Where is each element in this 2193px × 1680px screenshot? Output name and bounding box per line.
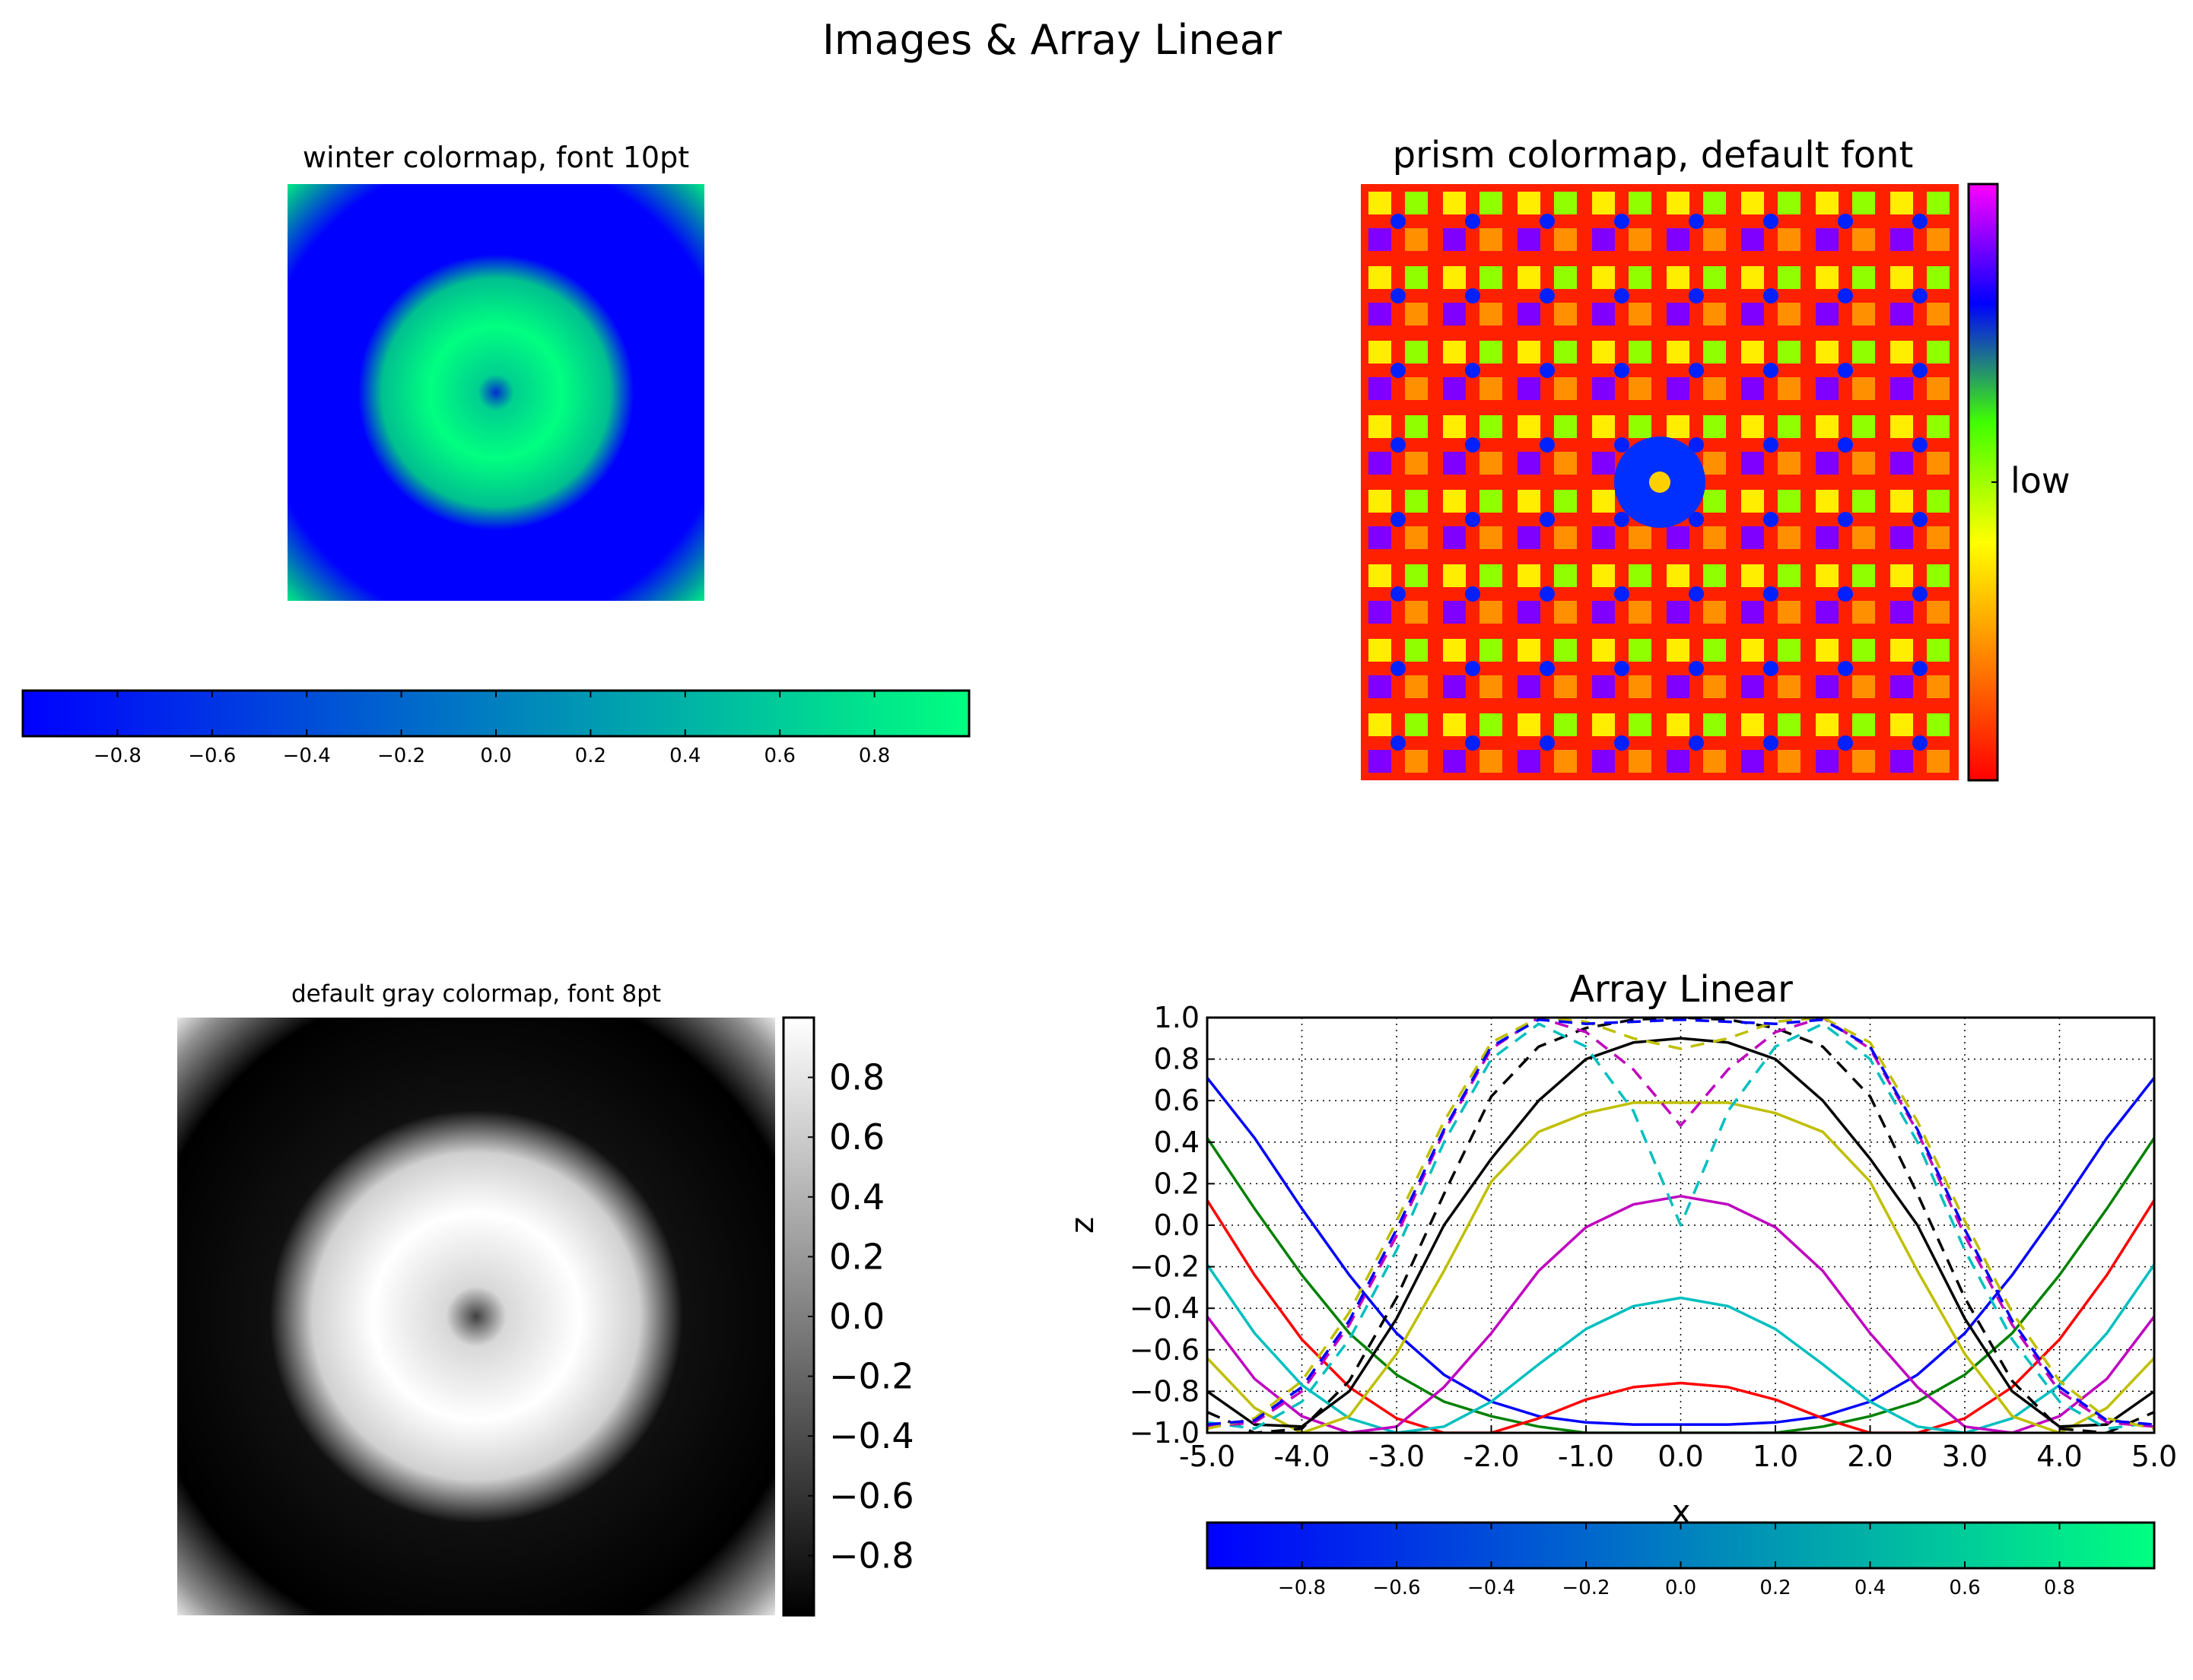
y-tick-label: −0.2 [1130,1250,1200,1284]
array-linear-y-ticks: −1.0 −0.8 −0.6 −0.4 −0.2 0.0 0.2 0.4 0.6 0.8 1.0 [1130,1001,1215,1450]
x-tick-label: -4.0 [1273,1440,1330,1473]
x-tick-label: -5.0 [1179,1440,1235,1473]
y-tick-label: 1.0 [1154,1001,1200,1034]
array-linear-colorbar-tick-label: 0.0 [1665,1577,1696,1599]
gray-colorbar-tick-label: 0.8 [829,1057,885,1098]
x-tick-label: 4.0 [2036,1440,2082,1473]
array-linear-colorbar-tick-label: −0.8 [1278,1577,1326,1599]
winter-colorbar-tick-label: −0.6 [188,745,236,767]
series-line-1 [1207,1077,2154,1426]
array-linear-ylabel: z [1063,1217,1101,1234]
x-tick-label: -3.0 [1368,1440,1425,1473]
array-linear-colorbar-tick-label: 0.8 [2044,1577,2075,1599]
gray-panel: default gray colormap, font 8pt −0.8 −0.6… [177,980,914,1617]
prism-colorbar-tick-label: low [2010,460,2071,501]
y-tick-label: 0.2 [1154,1167,1200,1200]
gray-image [177,1018,775,1615]
series-line-11 [1207,1018,2154,1431]
series-line-10 [1207,1018,2154,1428]
winter-image [288,184,704,601]
figure-title: Images & Array Linear [822,16,1282,64]
series-line-9 [1207,1022,2154,1431]
y-tick-label: −0.6 [1130,1333,1200,1367]
y-tick-label: 0.0 [1154,1208,1200,1242]
gray-title: default gray colormap, font 8pt [291,980,661,1008]
winter-colorbar-ticks: −0.8 −0.6 −0.4 −0.2 0.0 0.2 0.4 0.6 0.8 [94,691,890,767]
array-linear-colorbar-ticks: −0.8 −0.6 −0.4 −0.2 0.0 0.2 0.4 0.6 0.8 [1278,1523,2075,1599]
array-linear-x-ticks: -5.0 -4.0 -3.0 -2.0 -1.0 0.0 1.0 2.0 3.0 4.0 5.0 [1179,1425,2177,1473]
x-tick-label: 1.0 [1753,1440,1798,1473]
array-linear-panel: Array Linear -5.0 -4.0 -3.0 -2.0 -1.0 0.0 1.0 2… [1063,968,2177,1599]
series-line-6 [1207,1101,2154,1433]
winter-colorbar-tick-label: −0.2 [377,745,425,767]
gray-colorbar-tick-label: 0.0 [829,1296,885,1337]
winter-colorbar-tick-label: 0.0 [480,745,511,767]
y-tick-label: −1.0 [1130,1416,1200,1450]
gray-colorbar-tick-label: 0.6 [829,1116,885,1158]
x-tick-label: -2.0 [1463,1440,1519,1473]
x-tick-label: 5.0 [2131,1440,2177,1473]
array-linear-lines [1207,1018,2154,1433]
series-line-7 [1207,1037,2154,1428]
y-tick-label: −0.4 [1130,1291,1200,1325]
gray-colorbar-tick-label: 0.2 [829,1236,885,1277]
winter-colorbar-tick-label: 0.8 [859,745,890,767]
y-tick-label: −0.8 [1130,1374,1200,1408]
array-linear-colorbar-tick-label: −0.2 [1562,1577,1610,1599]
array-linear-colorbar-tick-label: 0.6 [1949,1577,1980,1599]
gray-colorbar-tick-label: −0.6 [829,1475,914,1516]
x-tick-label: -1.0 [1558,1440,1614,1473]
winter-title: winter colormap, font 10pt [303,141,689,174]
y-tick-label: 0.8 [1154,1043,1200,1076]
array-linear-colorbar-tick-label: −0.4 [1467,1577,1515,1599]
x-tick-label: 2.0 [1847,1440,1893,1473]
winter-colorbar-tick-label: −0.8 [94,745,141,767]
series-line-12 [1207,1018,2154,1426]
prism-title: prism colormap, default font [1393,134,1914,176]
y-tick-label: 0.4 [1154,1126,1200,1159]
gray-colorbar-tick-label: −0.8 [829,1535,914,1576]
array-linear-colorbar-tick-label: 0.2 [1759,1577,1791,1599]
prism-image-center-dot [1649,472,1670,493]
winter-colorbar-tick-label: 0.4 [669,745,701,767]
x-tick-label: 0.0 [1657,1440,1703,1473]
winter-colorbar [21,689,971,738]
x-tick-label: 3.0 [1942,1440,1988,1473]
y-tick-label: 0.6 [1154,1084,1200,1117]
series-line-2 [1207,1137,2154,1433]
gray-colorbar-ticks: −0.8 −0.6 −0.4 −0.2 0.0 0.2 0.4 0.6 0.8 [808,1057,914,1576]
series-line-4 [1207,1263,2154,1433]
array-linear-colorbar-tick-label: 0.4 [1855,1577,1886,1599]
gray-colorbar-tick-label: 0.4 [829,1177,885,1218]
prism-panel: prism colormap, default font low [1361,134,2071,782]
array-linear-colorbar-tick-label: −0.6 [1372,1577,1420,1599]
winter-colorbar-tick-label: −0.4 [283,745,331,767]
series-line-5 [1207,1195,2154,1433]
array-linear-title: Array Linear [1569,968,1793,1011]
winter-panel: winter colormap, font 10pt −0.8 −0.6 −0.4−… [21,141,971,767]
winter-colorbar-tick-label: 0.6 [764,745,796,767]
gray-colorbar-tick-label: −0.2 [829,1356,914,1397]
gray-colorbar-tick-label: −0.4 [829,1415,914,1456]
winter-colorbar-tick-label: 0.2 [575,745,606,767]
